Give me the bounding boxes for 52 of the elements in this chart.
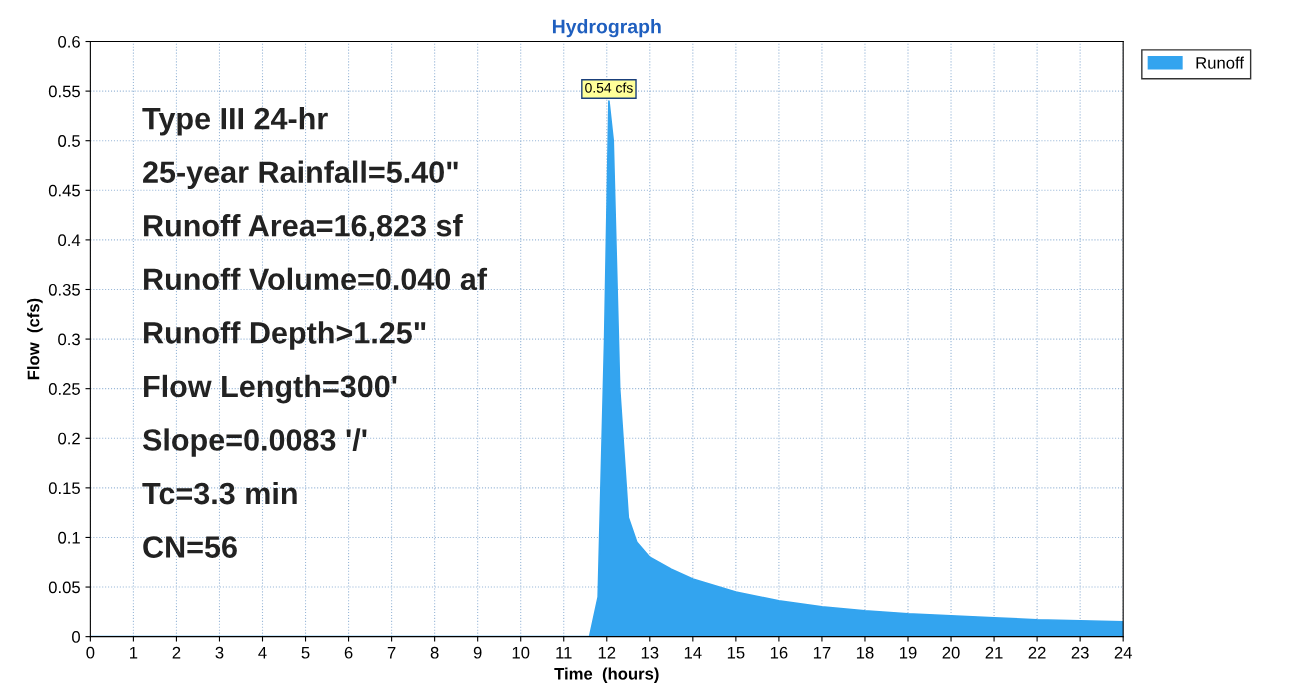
x-tick-label: 2: [172, 646, 181, 659]
x-tick-label: 17: [813, 646, 831, 659]
y-tick-label: 0.15: [48, 482, 80, 495]
y-tick-label: 0.1: [58, 531, 80, 544]
x-tick-label: 15: [727, 646, 745, 659]
annotation: CN=56: [143, 536, 237, 558]
x-tick-label: 10: [512, 646, 530, 659]
x-tick-label: 13: [641, 646, 659, 659]
x-tick-label: 20: [942, 646, 960, 659]
y-tick-label: 0.05: [48, 581, 80, 594]
x-tick-label: 11: [556, 646, 572, 659]
x-tick-label: 24: [1114, 646, 1132, 659]
x-tick-label: 21: [985, 646, 1003, 659]
annotation: Runoff Depth>1.25": [144, 321, 426, 350]
chart-title: Hydrograph: [552, 19, 661, 38]
x-tick-label: 19: [900, 646, 917, 659]
annotation: 0.54 cfs: [585, 82, 633, 93]
y-tick-label: 0.6: [58, 35, 80, 48]
x-tick-label: 14: [684, 646, 702, 659]
annotation: Tc=3.3 min: [142, 481, 297, 505]
x-tick-label: 3: [215, 646, 224, 659]
x-tick-label: 12: [598, 646, 616, 659]
x-tick-label: 9: [473, 646, 482, 659]
annotation: 25-year Rainfall=5.40": [143, 160, 458, 190]
y-tick-label: 0.2: [58, 432, 80, 445]
x-tick-label: 5: [301, 646, 310, 659]
annotation: Slope=0.0083 '/': [142, 428, 367, 457]
y-tick-label: 0.55: [48, 85, 80, 98]
legend-label: Runoff: [1196, 56, 1244, 69]
x-tick-label: 16: [770, 646, 788, 659]
x-axis-title: Time (hours): [554, 667, 659, 683]
x-tick-label: 22: [1028, 646, 1046, 659]
y-axis-title: Flow (cfs): [27, 298, 43, 380]
x-tick-label: 1: [130, 646, 138, 659]
annotation: Runoff Volume=0.040 af: [144, 267, 488, 291]
y-tick-label: 0.25: [48, 383, 80, 395]
annotation: Flow Length=300': [144, 374, 397, 404]
x-tick-label: 0: [86, 646, 95, 659]
y-tick-label: 0.35: [48, 283, 80, 296]
y-tick-label: 0.3: [58, 333, 80, 346]
x-tick-label: 23: [1071, 646, 1089, 659]
x-tick-label: 4: [258, 646, 267, 659]
y-tick-label: 0.4: [58, 234, 81, 247]
annotation: Type III 24-hr: [142, 106, 328, 136]
y-tick-label: 0: [72, 631, 80, 643]
y-tick-label: 0.45: [48, 184, 80, 197]
x-tick-label: 8: [430, 646, 439, 659]
x-tick-label: 7: [387, 646, 396, 659]
x-tick-label: 18: [856, 646, 874, 659]
y-tick-label: 0.5: [58, 135, 80, 147]
annotation: Runoff Area=16,823 sf: [144, 214, 463, 241]
x-tick-label: 6: [344, 646, 353, 659]
